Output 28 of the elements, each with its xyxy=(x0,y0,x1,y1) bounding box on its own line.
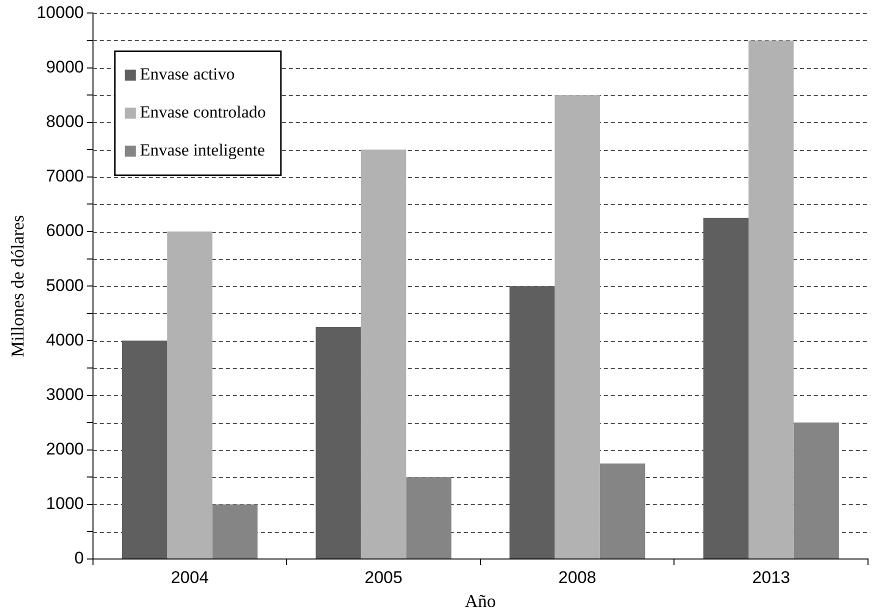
bar xyxy=(406,477,452,558)
bar xyxy=(212,504,258,558)
bar xyxy=(360,150,406,558)
x-tick-label: 2004 xyxy=(170,568,209,587)
legend-label: Envase activo xyxy=(140,64,235,84)
legend-label: Envase controlado xyxy=(140,102,266,122)
y-tick-label: 1000 xyxy=(46,494,84,514)
bar xyxy=(600,463,646,558)
x-tick-label: 2005 xyxy=(364,568,402,587)
y-tick-label: 10000 xyxy=(36,2,84,22)
bar xyxy=(554,95,600,558)
y-tick-label: 0 xyxy=(74,548,84,568)
y-tick-label: 4000 xyxy=(46,330,84,350)
y-tick-label: 2000 xyxy=(46,440,84,459)
bar xyxy=(167,232,212,558)
y-tick-label: 3000 xyxy=(46,384,84,404)
x-tick-label: 2008 xyxy=(558,568,596,587)
legend-label: Envase inteligente xyxy=(140,140,265,160)
y-tick-label: 9000 xyxy=(46,57,84,76)
y-axis-title: Millones de dólares xyxy=(8,215,28,358)
bar xyxy=(794,422,839,558)
y-tick-label: 6000 xyxy=(46,221,84,240)
x-tick-label: 2013 xyxy=(752,568,790,587)
y-tick-label: 8000 xyxy=(46,112,84,132)
y-tick-label: 5000 xyxy=(46,276,84,295)
x-axis-title: Año xyxy=(464,590,496,611)
y-tick-label: 7000 xyxy=(46,166,84,186)
bar xyxy=(748,40,794,558)
